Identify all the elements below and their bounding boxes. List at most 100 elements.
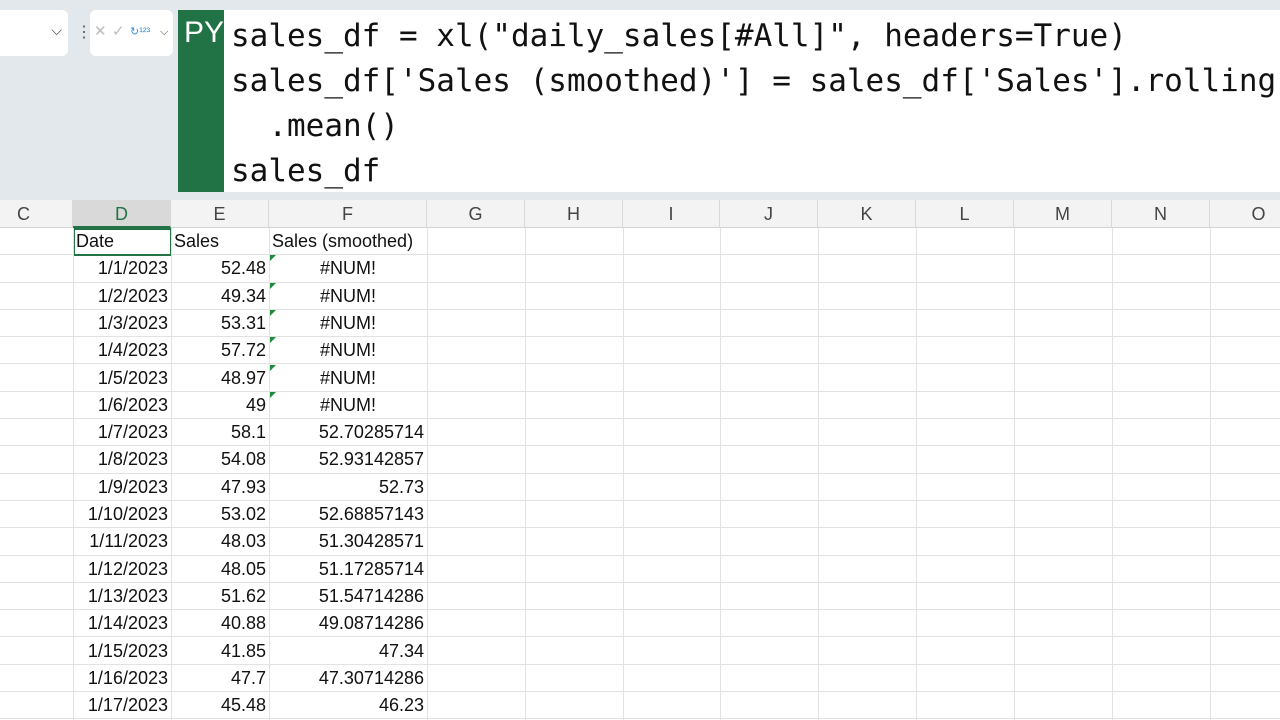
- python-badge: PY: [178, 10, 224, 192]
- column-header-N[interactable]: N: [1112, 200, 1210, 228]
- error-indicator-icon[interactable]: [269, 337, 276, 345]
- date-cell[interactable]: 1/5/2023: [97, 367, 168, 388]
- column-header-M[interactable]: M: [1014, 200, 1112, 228]
- error-indicator-icon[interactable]: [269, 364, 276, 372]
- smoothed-cell[interactable]: 52.68857143: [318, 504, 424, 524]
- formula-bar-area: ⌵ ⋮ ✕ ✓ ↻¹²³ ⌵ PY sales_df = xl("daily_s…: [0, 0, 1280, 200]
- smoothed-cell[interactable]: 51.54714286: [318, 585, 424, 606]
- sales-cell[interactable]: 48.05: [220, 558, 266, 579]
- column-header-L[interactable]: L: [916, 200, 1014, 228]
- smoothed-cell[interactable]: #NUM!: [319, 312, 376, 333]
- date-cell[interactable]: 1/6/2023: [97, 394, 168, 415]
- smoothed-cell[interactable]: #NUM!: [319, 394, 376, 415]
- code-line: .mean(): [231, 108, 399, 144]
- column-header-H[interactable]: H: [525, 200, 623, 228]
- output-type-icon[interactable]: ↻¹²³: [130, 26, 151, 38]
- column-header-G[interactable]: G: [427, 200, 525, 228]
- date-cell[interactable]: 1/17/2023: [87, 695, 168, 716]
- date-cell[interactable]: 1/1/2023: [97, 258, 168, 279]
- smoothed-cell[interactable]: 47.30714286: [318, 667, 424, 688]
- smoothed-cell[interactable]: 52.70285714: [318, 422, 424, 443]
- enter-icon[interactable]: ✓: [112, 23, 125, 40]
- code-line: sales_df = xl("daily_sales[#All]", heade…: [231, 18, 1127, 54]
- name-box[interactable]: ⌵: [0, 10, 68, 56]
- sales-cell[interactable]: 57.72: [220, 340, 266, 361]
- smoothed-cell[interactable]: 47.34: [378, 640, 424, 661]
- chevron-down-icon[interactable]: ⌵: [160, 26, 169, 38]
- smoothed-cell[interactable]: 51.30428571: [318, 531, 424, 552]
- table-row: 1/10/2023 53.02 52.68857143: [0, 501, 1280, 529]
- smoothed-cell[interactable]: 51.17285714: [318, 558, 424, 579]
- column-header-D[interactable]: D: [73, 200, 171, 228]
- chevron-down-icon[interactable]: ⌵: [51, 22, 62, 38]
- date-cell[interactable]: 1/7/2023: [97, 422, 168, 443]
- header-cell[interactable]: Sales (smoothed): [272, 231, 414, 251]
- formula-input[interactable]: PY sales_df = xl("daily_sales[#All]", he…: [178, 10, 1280, 192]
- sales-cell[interactable]: 40.88: [220, 613, 266, 634]
- sales-cell[interactable]: 53.02: [220, 504, 266, 524]
- smoothed-cell[interactable]: 49.08714286: [318, 613, 424, 634]
- sales-cell[interactable]: 45.48: [220, 695, 266, 716]
- table-row: 1/6/2023 49 #NUM!: [0, 391, 1280, 420]
- header-row: Date Sales Sales (smoothed): [0, 228, 1280, 256]
- sales-cell[interactable]: 48.03: [220, 531, 266, 552]
- sales-cell[interactable]: 47.93: [220, 476, 266, 497]
- column-header-I[interactable]: I: [623, 200, 720, 228]
- column-header-J[interactable]: J: [720, 200, 818, 228]
- table-row: 1/9/2023 47.93 52.73: [0, 474, 1280, 501]
- python-code[interactable]: sales_df = xl("daily_sales[#All]", heade…: [231, 14, 1276, 192]
- date-cell[interactable]: 1/4/2023: [97, 340, 168, 361]
- date-cell[interactable]: 1/8/2023: [97, 449, 168, 470]
- error-indicator-icon[interactable]: [269, 309, 276, 317]
- gridline: [1014, 228, 1015, 720]
- error-indicator-icon[interactable]: [269, 282, 276, 290]
- smoothed-cell[interactable]: 46.23: [378, 695, 424, 716]
- column-header-C[interactable]: C: [0, 200, 73, 228]
- sales-cell[interactable]: 51.62: [220, 585, 266, 606]
- gridline: [427, 228, 428, 720]
- smoothed-cell[interactable]: 52.93142857: [318, 449, 424, 470]
- smoothed-cell[interactable]: #NUM!: [319, 340, 376, 361]
- error-indicator-icon[interactable]: [269, 391, 276, 399]
- sales-cell[interactable]: 52.48: [220, 258, 266, 279]
- column-header-E[interactable]: E: [171, 200, 269, 228]
- table-row: 1/17/2023 45.48 46.23: [0, 692, 1280, 720]
- gridline: [73, 228, 74, 720]
- sales-cell[interactable]: 49: [245, 394, 266, 415]
- date-cell[interactable]: 1/3/2023: [97, 312, 168, 333]
- date-cell[interactable]: 1/9/2023: [97, 476, 168, 497]
- header-cell[interactable]: Date: [76, 231, 115, 251]
- sales-cell[interactable]: 53.31: [220, 312, 266, 333]
- date-cell[interactable]: 1/12/2023: [87, 558, 168, 579]
- date-cell[interactable]: 1/15/2023: [87, 640, 168, 661]
- sales-cell[interactable]: 54.08: [220, 449, 266, 470]
- smoothed-cell[interactable]: 52.73: [378, 476, 424, 497]
- column-header-F[interactable]: F: [269, 200, 427, 228]
- smoothed-cell[interactable]: #NUM!: [319, 367, 376, 388]
- column-header-K[interactable]: K: [818, 200, 916, 228]
- sales-cell[interactable]: 49.34: [220, 285, 266, 306]
- more-options-icon[interactable]: ⋮: [76, 24, 92, 41]
- date-cell[interactable]: 1/2/2023: [97, 285, 168, 306]
- sales-cell[interactable]: 41.85: [220, 640, 266, 661]
- sales-cell[interactable]: 48.97: [220, 367, 266, 388]
- date-cell[interactable]: 1/11/2023: [89, 531, 168, 552]
- gridline: [818, 228, 819, 720]
- date-cell[interactable]: 1/13/2023: [87, 585, 168, 606]
- smoothed-cell[interactable]: #NUM!: [319, 258, 376, 279]
- sales-cell[interactable]: 47.7: [230, 667, 266, 688]
- date-cell[interactable]: 1/14/2023: [87, 613, 168, 634]
- date-cell[interactable]: 1/16/2023: [87, 667, 168, 688]
- table-row: 1/16/2023 47.7 47.30714286: [0, 665, 1280, 693]
- cancel-icon[interactable]: ✕: [94, 23, 107, 40]
- gridline: [1112, 228, 1113, 720]
- date-cell[interactable]: 1/10/2023: [87, 504, 168, 524]
- sales-cell[interactable]: 58.1: [230, 422, 266, 443]
- header-cell[interactable]: Sales: [174, 231, 220, 251]
- smoothed-cell[interactable]: #NUM!: [319, 285, 376, 306]
- gridline: [171, 228, 172, 720]
- gridline: [525, 228, 526, 720]
- table-row: 1/4/2023 57.72 #NUM!: [0, 337, 1280, 365]
- column-header-O[interactable]: O: [1210, 200, 1280, 228]
- error-indicator-icon[interactable]: [269, 255, 276, 263]
